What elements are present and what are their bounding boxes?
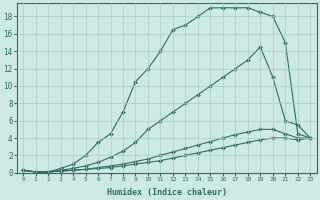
X-axis label: Humidex (Indice chaleur): Humidex (Indice chaleur) [107,188,227,197]
